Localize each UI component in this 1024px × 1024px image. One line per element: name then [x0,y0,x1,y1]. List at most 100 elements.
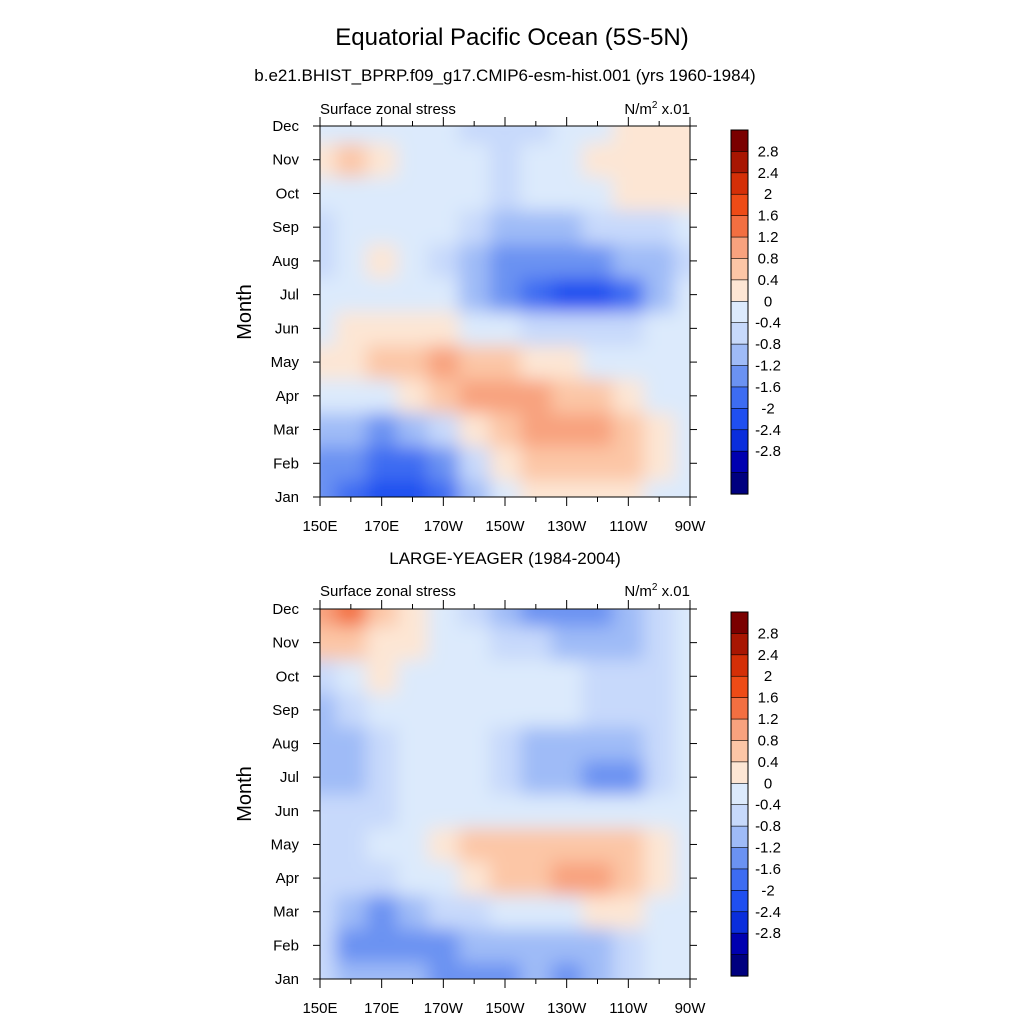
heatmap-cell [397,726,429,761]
heatmap-cell [489,446,521,481]
heatmap-cell [520,962,552,979]
heatmap-cell [612,894,645,930]
heatmap-cell [643,412,676,447]
heatmap-cell [582,176,614,211]
heatmap-cell [489,277,521,312]
heatmap-cell [520,609,552,627]
heatmap-cell [335,244,367,279]
heatmap-cell [612,794,645,829]
heatmap-cell [458,378,491,414]
heatmap-cell [427,794,460,829]
panel-bottom: LARGE-YEAGER (1984-2004) Surface zonal s… [234,549,781,1017]
heatmap-cell [366,345,398,380]
heatmap-cell [397,345,429,380]
heatmap-cell [520,726,552,761]
heatmap-cell [366,726,398,761]
heatmap-cell [335,345,367,380]
heatmap-cell [612,760,645,795]
heatmap-cell [643,861,676,896]
heatmap-cell [366,894,398,930]
heatmap-cell [335,693,367,728]
heatmap-cell [366,760,398,795]
heatmap-cell [489,311,521,346]
heatmap-cell [366,126,398,144]
panel-title: b.e21.BHIST_BPRP.f09_g17.CMIP6-esm-hist.… [254,66,755,85]
panel-title: LARGE-YEAGER (1984-2004) [389,549,621,568]
heatmap-cell [335,625,367,660]
heatmap-cell [612,861,645,896]
heatmap-cell [458,277,491,312]
heatmap-cell [489,126,521,144]
heatmap-cell [582,412,614,447]
colorbar-label: -2.8 [755,925,781,942]
heatmap-cell [582,609,614,627]
heatmap-cell [674,794,690,829]
heatmap-cell [551,625,583,660]
heatmap-cell [335,126,367,144]
y-tick-label: Sep [272,219,299,236]
colorbar-box [730,300,749,324]
heatmap-cell [582,928,614,963]
y-axis-label: Month [234,766,256,822]
heatmap-cell [643,480,676,497]
heatmap-cell [366,609,398,627]
heatmap-cell [582,345,614,380]
heatmap-cell [520,277,552,312]
heatmap-cell [674,962,690,979]
x-axis: 150E 170E 170W 150W 130W 110W 90W [302,600,706,1017]
colorbar-label: 1.6 [758,208,779,225]
y-tick-label: Dec [272,601,299,618]
colorbar-box [730,193,749,217]
heatmap-cell [427,760,460,795]
heatmap-cell [551,277,583,312]
y-axis: Jan Feb Mar Apr May Jun Jul Aug Sep Oct Nov Dec [271,601,697,988]
heatmap-cell [520,378,552,414]
heatmap-cell [551,928,583,963]
colorbar-label: -1.2 [755,840,781,857]
heatmap-cell [320,894,336,930]
heatmap-cell [520,446,552,481]
y-tick-label: May [271,354,300,371]
heatmap-cell [489,659,521,694]
colorbar-label: 0.4 [758,754,779,771]
heatmap-cell [458,210,491,245]
heatmap-cell [674,142,690,178]
heatmap-cell [427,210,460,245]
heatmap-cell [582,962,614,979]
heatmap-cell [397,480,429,497]
heatmap-cell [551,176,583,211]
heatmap-cell [366,311,398,346]
heatmap-cell [335,311,367,346]
heatmap-cell [551,794,583,829]
heatmap-cell [489,794,521,829]
heatmap-cell [674,480,690,497]
heatmap-cell [520,345,552,380]
heatmap-cell [397,609,429,627]
heatmap-cell [551,142,583,178]
heatmap-cell [366,794,398,829]
heatmap-cell [320,625,336,660]
colorbar-box [730,654,749,677]
colorbar: 2.8 2.4 2 1.6 1.2 0.8 0.4 0 -0.4 -0.8 -1.2 -1.6 -2 -2… [730,611,781,977]
heatmap-cell [582,480,614,497]
colorbar-box [730,429,749,452]
heatmap-cell [366,625,398,660]
heatmap-cell [427,894,460,930]
heatmap-cell [397,176,429,211]
heatmap-cell [582,760,614,795]
heatmap-cell [674,827,690,862]
colorbar-box [730,472,749,495]
heatmap-cell [458,345,491,380]
y-tick-label: Aug [272,253,299,270]
heatmap-cell [612,412,645,447]
heatmap-cell [335,861,367,896]
heatmap-cell [643,794,676,829]
heatmap-cell [643,277,676,312]
y-tick-label: Mar [273,422,299,439]
heatmap-cell [520,760,552,795]
heatmap-cell [612,625,645,660]
heatmap-cell [335,894,367,930]
heatmap-cell [551,126,583,144]
figure-title: Equatorial Pacific Ocean (5S-5N) [335,24,688,51]
